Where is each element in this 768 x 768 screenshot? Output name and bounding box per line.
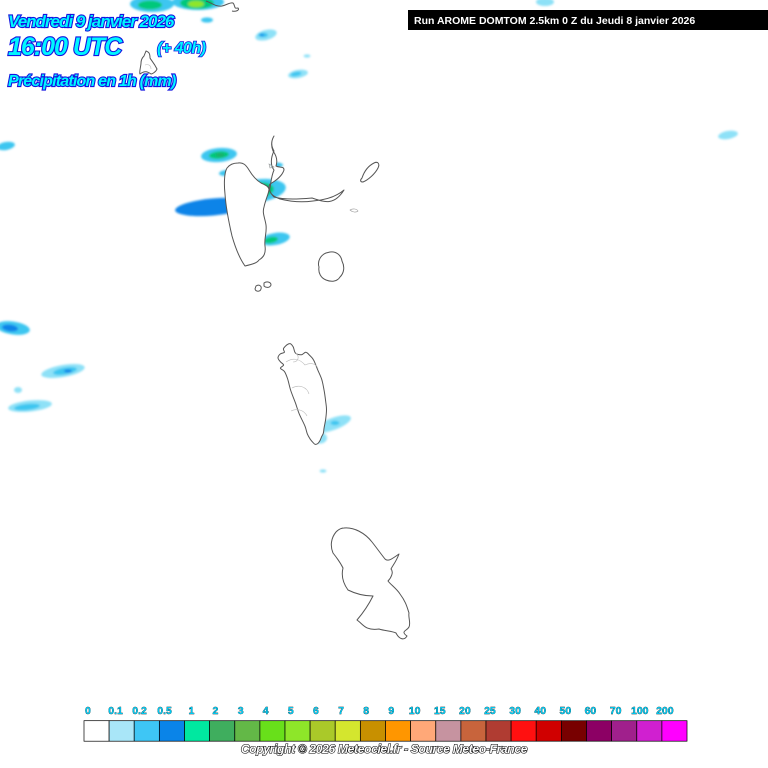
svg-text:0.1: 0.1 [108,705,123,717]
svg-text:9: 9 [388,705,394,717]
svg-text:60: 60 [585,705,597,717]
svg-text:200: 200 [656,705,674,717]
svg-text:50: 50 [560,705,572,717]
svg-text:20: 20 [459,705,471,717]
svg-text:30: 30 [509,705,521,717]
svg-text:0: 0 [85,705,91,717]
svg-text:25: 25 [484,705,496,717]
svg-text:4: 4 [263,705,269,717]
svg-text:3: 3 [238,705,244,717]
svg-text:15: 15 [434,705,446,717]
svg-text:70: 70 [610,705,622,717]
svg-text:0.2: 0.2 [132,705,147,717]
svg-text:6: 6 [313,705,319,717]
svg-text:100: 100 [631,705,649,717]
svg-text:2: 2 [213,705,219,717]
svg-text:Run AROME DOMTOM 2.5km 0 Z du: Run AROME DOMTOM 2.5km 0 Z du Jeudi 8 ja… [414,15,695,27]
svg-text:10: 10 [409,705,421,717]
svg-text:Copyright © 2026 Meteociel.fr: Copyright © 2026 Meteociel.fr - Source M… [241,742,528,756]
svg-text:5: 5 [288,705,294,717]
svg-text:8: 8 [363,705,369,717]
svg-text:0.5: 0.5 [157,705,172,717]
svg-text:1: 1 [189,705,195,717]
svg-text:40: 40 [534,705,546,717]
svg-text:7: 7 [338,705,344,717]
